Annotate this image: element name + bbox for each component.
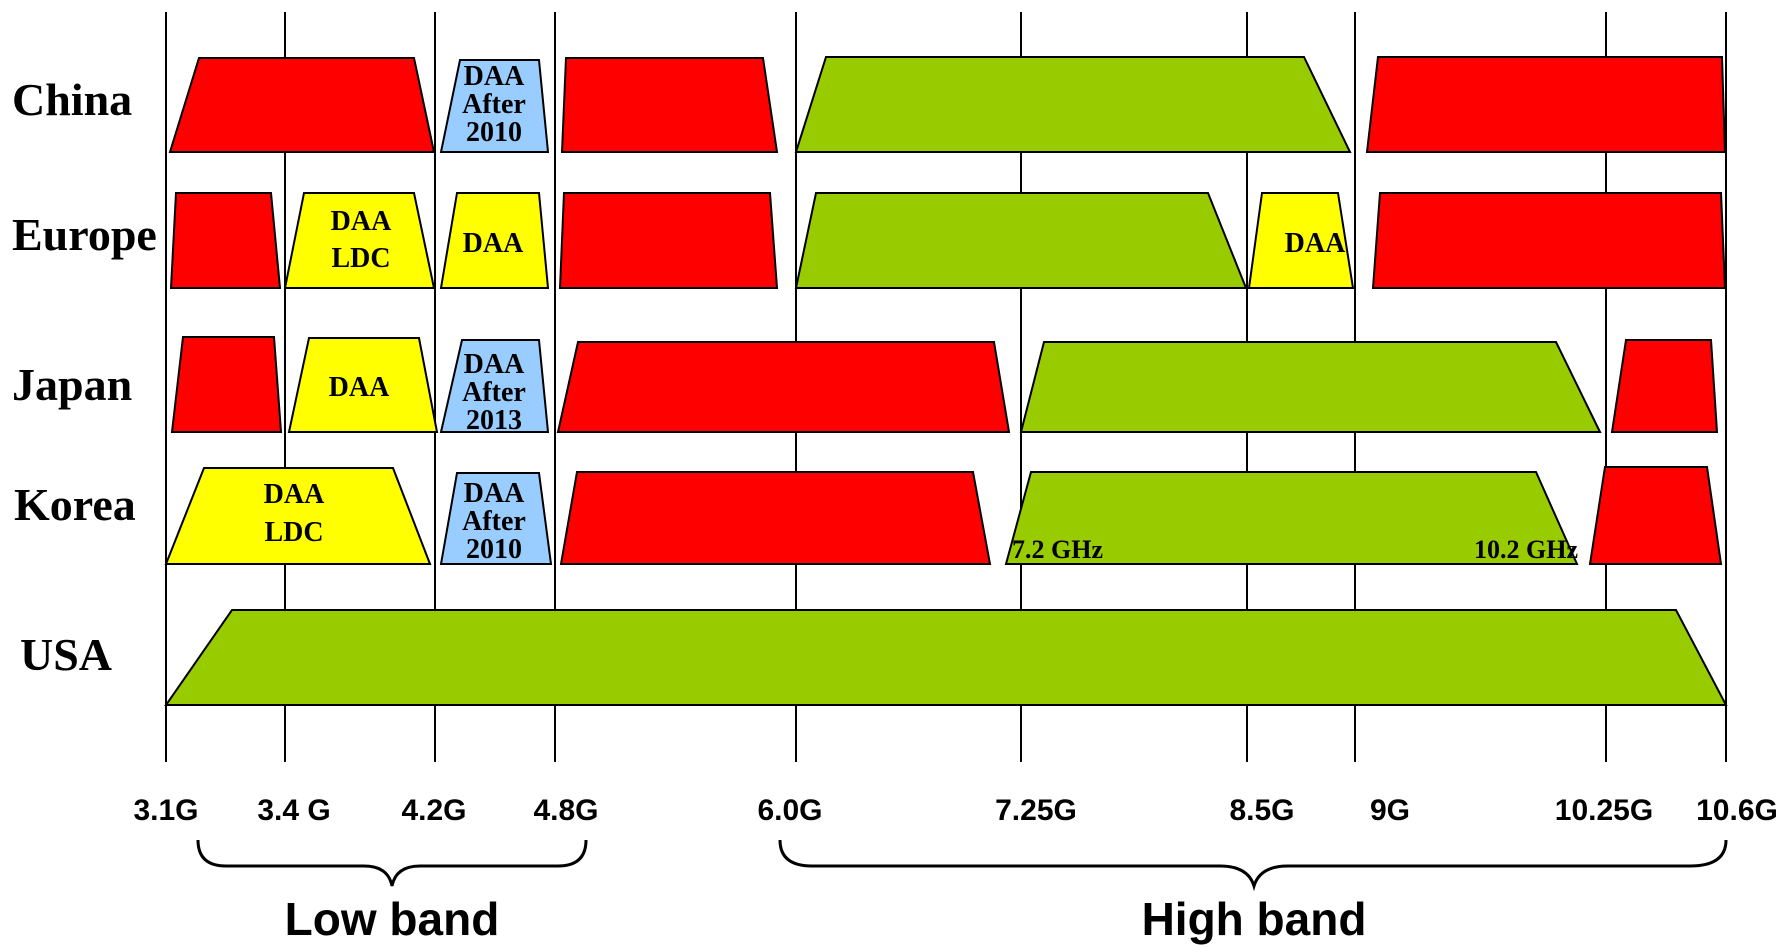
usa-band-1-allowed: [164, 609, 1728, 706]
korea-frequency-note-2: 10.2 GHz: [1474, 535, 1578, 564]
japan-band-1-restricted: [170, 336, 283, 433]
europe-band-2-label-line-1: DAA: [331, 206, 392, 237]
europe-band-6-label-line-1: DAA: [1285, 228, 1346, 259]
korea-band-2-daa_future: [439, 472, 553, 565]
tick-label-8-5g: 8.5G: [1229, 794, 1294, 827]
china-band-2-daa_future: [439, 59, 550, 153]
europe-band-3-label-line-1: DAA: [463, 228, 524, 259]
tick-label-10-6g: 10.6G: [1696, 794, 1778, 827]
korea-band-3-restricted: [559, 471, 992, 565]
korea-band-2-label-line-1: DAA: [464, 478, 525, 509]
japan-band-6-restricted: [1610, 339, 1719, 433]
japan-band-4-restricted: [556, 341, 1011, 433]
europe-band-3-daa: [439, 192, 550, 289]
japan-band-3-daa_future: [439, 339, 550, 433]
region-label-china: China: [12, 74, 132, 125]
region-label-korea: Korea: [14, 479, 136, 530]
high-band-brace: [778, 839, 1728, 892]
japan-band-2-label-line-1: DAA: [329, 372, 390, 403]
europe-band-1-restricted: [169, 192, 282, 289]
korea-band-1-daa: [164, 467, 432, 565]
tick-label-6-0g: 6.0G: [757, 794, 822, 827]
korea-band-5-restricted: [1588, 466, 1723, 565]
europe-band-2-daa: [283, 192, 436, 289]
region-label-japan: Japan: [12, 359, 132, 410]
tick-label-9g: 9G: [1370, 794, 1410, 827]
korea-band-1-label-line-1: DAA: [264, 479, 325, 510]
tick-label-10-25g: 10.25G: [1555, 794, 1653, 827]
low-band-brace: [196, 839, 588, 887]
europe-band-7-restricted: [1371, 192, 1727, 289]
japan-band-5-allowed: [1019, 341, 1602, 433]
europe-band-4-restricted: [558, 192, 779, 289]
china-band-1-restricted: [168, 57, 436, 153]
region-label-usa: USA: [20, 629, 112, 680]
japan-band-3-label-line-3: 2013: [466, 405, 522, 436]
region-label-europe: Europe: [12, 209, 157, 260]
china-band-2-label-line-1: DAA: [464, 61, 525, 92]
japan-band-3-label-line-1: DAA: [464, 349, 525, 380]
low-band-label: Low band: [285, 893, 500, 945]
china-band-2-label-line-2: After: [462, 89, 526, 120]
korea-band-2-label-line-2: After: [462, 506, 526, 537]
tick-label-4-8g: 4.8G: [533, 794, 598, 827]
korea-frequency-note-1: 7.2 GHz: [1012, 535, 1103, 564]
korea-band-4-allowed: [1004, 471, 1579, 565]
tick-label-3-1g: 3.1G: [133, 794, 198, 827]
japan-band-2-daa: [287, 337, 439, 433]
korea-band-1-label-line-2: LDC: [264, 517, 323, 548]
china-band-3-restricted: [560, 57, 779, 153]
europe-band-6-daa: [1247, 192, 1355, 289]
europe-band-2-label-line-2: LDC: [331, 243, 390, 274]
high-band-label: High band: [1142, 893, 1367, 945]
europe-band-5-allowed: [794, 192, 1248, 289]
japan-band-3-label-line-2: After: [462, 377, 526, 408]
tick-label-7-25g: 7.25G: [995, 794, 1077, 827]
china-band-5-restricted: [1365, 56, 1727, 153]
tick-label-4-2g: 4.2G: [401, 794, 466, 827]
china-band-2-label-line-3: 2010: [466, 117, 522, 148]
tick-label-3-4g: 3.4 G: [257, 794, 330, 827]
china-band-4-allowed: [794, 56, 1352, 153]
korea-band-2-label-line-3: 2010: [466, 534, 522, 565]
